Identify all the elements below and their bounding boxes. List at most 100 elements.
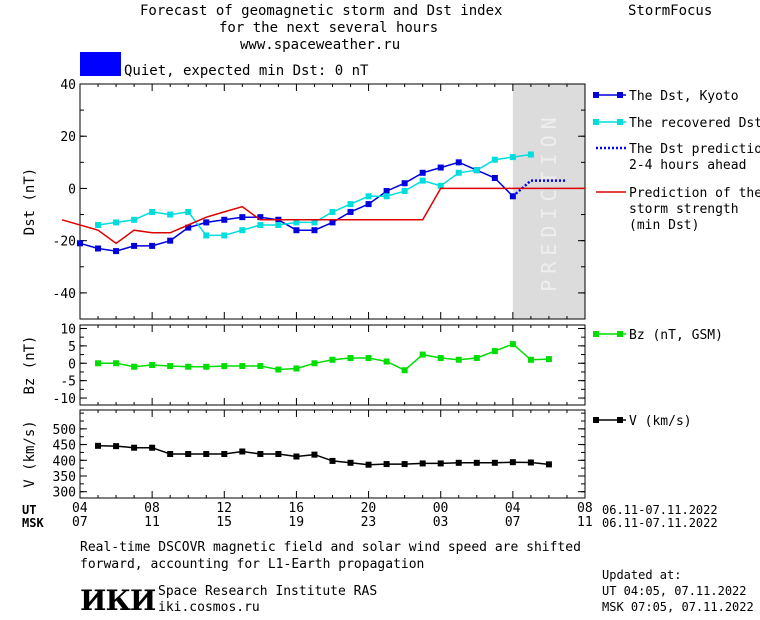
- data-point: [239, 214, 246, 221]
- data-point: [455, 459, 462, 466]
- y-tick-label: 350: [53, 470, 76, 485]
- data-point: [77, 240, 83, 247]
- y-tick-label: 10: [60, 322, 76, 337]
- chart-title-line2: for the next several hours: [219, 20, 439, 36]
- data-point: [329, 356, 336, 363]
- legend-label: Prediction of the: [629, 186, 760, 201]
- data-point: [239, 448, 246, 455]
- legend-marker: [617, 417, 623, 423]
- data-point: [527, 151, 534, 158]
- data-point: [545, 356, 552, 363]
- ut-axis-label: UT: [22, 503, 37, 517]
- legend-marker: [593, 119, 599, 125]
- data-point: [275, 222, 282, 228]
- y-tick-label: -5: [60, 375, 76, 390]
- data-point: [149, 444, 156, 451]
- legend-marker: [617, 119, 623, 125]
- data-point: [491, 459, 498, 466]
- data-point: [401, 180, 408, 187]
- data-point: [419, 177, 426, 184]
- legend-marker: [593, 417, 599, 423]
- ut-tick-label: 16: [288, 501, 305, 516]
- legend-marker: [617, 92, 623, 98]
- data-point: [257, 214, 264, 221]
- y-tick-label: 20: [60, 130, 76, 145]
- msk-date-range: 06.11-07.11.2022: [602, 516, 718, 530]
- data-point: [167, 451, 174, 457]
- data-point: [509, 459, 516, 466]
- series-line-0-3: [61, 187, 585, 245]
- data-point: [257, 451, 264, 457]
- series-line-1-0: [98, 343, 549, 372]
- data-point: [491, 348, 498, 355]
- data-point: [293, 453, 300, 460]
- y-axis-label-0: Dst (nT): [22, 168, 38, 235]
- data-point: [491, 156, 498, 163]
- chart-title-line1: Forecast of geomagnetic storm and Dst in…: [140, 3, 503, 19]
- data-point: [167, 363, 174, 370]
- data-point: [347, 459, 354, 466]
- ut-date-range: 06.11-07.11.2022: [602, 503, 718, 517]
- updated-label: Updated at:: [602, 568, 682, 582]
- data-point: [545, 461, 552, 468]
- data-point: [509, 154, 516, 161]
- data-point: [437, 460, 444, 467]
- data-point: [95, 245, 102, 252]
- data-point: [293, 365, 300, 372]
- data-point: [437, 355, 444, 362]
- data-point: [437, 164, 444, 171]
- data-point: [293, 227, 300, 234]
- data-point: [131, 444, 138, 451]
- institute-name: Space Research Institute RAS: [158, 584, 378, 599]
- y-tick-label: -40: [53, 287, 76, 302]
- msk-axis-label: MSK: [22, 516, 44, 530]
- data-point: [239, 363, 246, 370]
- y-tick-label: 400: [53, 454, 76, 469]
- data-point: [473, 459, 480, 466]
- data-point: [131, 216, 138, 223]
- data-point: [455, 169, 462, 176]
- data-point: [185, 208, 192, 215]
- legend-label: (min Dst): [629, 218, 699, 233]
- data-point: [113, 248, 120, 255]
- msk-tick-label: 07: [72, 515, 88, 530]
- data-point: [347, 201, 354, 208]
- data-point: [365, 201, 372, 208]
- msk-tick-label: 19: [288, 515, 305, 530]
- data-point: [113, 443, 120, 450]
- legend-label: 2-4 hours ahead: [629, 158, 746, 173]
- source-url[interactable]: www.spaceweather.ru: [240, 37, 401, 53]
- msk-tick-label: 11: [144, 515, 160, 530]
- data-point: [167, 237, 174, 244]
- data-point: [311, 219, 318, 226]
- data-point: [167, 211, 174, 218]
- data-point: [221, 232, 228, 239]
- y-tick-label: 0: [68, 182, 76, 197]
- institute-site[interactable]: iki.cosmos.ru: [158, 600, 260, 615]
- legend-marker: [617, 331, 623, 337]
- legend-label: The recovered Dst: [629, 116, 760, 131]
- footer-note-line2: forward, accounting for L1-Earth propaga…: [80, 557, 425, 572]
- y-tick-label: 5: [68, 340, 76, 355]
- data-point: [185, 451, 192, 457]
- prediction-shaded-area: [512, 84, 585, 319]
- data-point: [509, 193, 516, 200]
- data-point: [131, 363, 138, 370]
- data-point: [365, 461, 372, 468]
- data-point: [365, 193, 372, 200]
- legend-label: Bz (nT, GSM): [629, 328, 723, 343]
- data-point: [455, 159, 462, 166]
- data-point: [419, 460, 426, 467]
- legend-label: V (km/s): [629, 414, 692, 429]
- legend-marker: [593, 92, 599, 98]
- data-point: [473, 167, 480, 174]
- data-point: [383, 461, 390, 468]
- ut-tick-label: 08: [144, 501, 160, 516]
- data-point: [239, 227, 246, 234]
- data-point: [221, 451, 228, 457]
- msk-tick-label: 11: [577, 515, 593, 530]
- data-point: [365, 355, 372, 362]
- series-line-2-0: [97, 445, 549, 466]
- data-point: [185, 224, 192, 231]
